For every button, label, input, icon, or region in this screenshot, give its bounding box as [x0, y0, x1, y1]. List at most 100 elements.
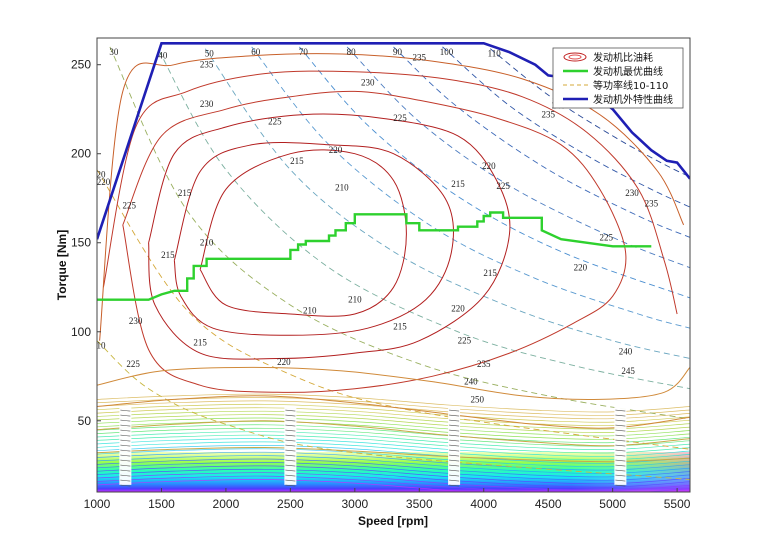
contour-label: 220 [97, 177, 111, 187]
contour-label-stacks [119, 406, 627, 487]
label-stack-glyph [615, 464, 626, 467]
contour-label: 220 [574, 263, 588, 273]
contour-label: 225 [268, 117, 282, 127]
dense-contour-line [97, 468, 690, 488]
label-stack-glyph [120, 409, 131, 412]
power-line-labels: 10 20 30 40 50 60 70 80 90 100 110 [97, 47, 502, 351]
power-line-label: 80 [347, 47, 357, 57]
label-stack-glyph [615, 474, 626, 477]
power-line-label: 20 [97, 170, 107, 180]
label-stack-glyph [120, 434, 131, 437]
dense-contour-line [97, 403, 690, 423]
label-stack-glyph [285, 464, 296, 467]
label-stack-glyph [120, 429, 131, 432]
label-stack-glyph [285, 409, 296, 412]
contour-label: 220 [482, 161, 496, 171]
contour-label: 225 [496, 181, 510, 191]
bsfc-contour [102, 70, 678, 315]
label-stack-glyph [285, 474, 296, 477]
x-tick-label: 5500 [664, 497, 691, 511]
y-tick-label: 200 [71, 147, 91, 161]
label-stack-glyph [120, 484, 131, 487]
x-axis-title: Speed [rpm] [358, 514, 428, 528]
label-stack-glyph [615, 429, 626, 432]
dense-contour-line [97, 414, 690, 433]
label-stack-glyph [449, 439, 460, 442]
contour-label: 215 [193, 337, 207, 347]
contour-label: 230 [625, 188, 639, 198]
dense-contour-line [97, 475, 690, 492]
y-tick-label: 250 [71, 58, 91, 72]
dense-contour-line [97, 434, 690, 454]
legend-item-bsfc: 发动机比油耗 [563, 51, 653, 64]
power-line-label: 30 [109, 47, 119, 57]
power-line [158, 50, 690, 390]
label-stack-glyph [449, 464, 460, 467]
label-stack-glyph [615, 484, 626, 487]
x-tick-label: 5000 [599, 497, 626, 511]
plot-frame [96, 37, 691, 493]
dense-contour-line [97, 458, 690, 478]
bsfc-contour [97, 366, 690, 401]
label-stack-glyph [285, 444, 296, 447]
bsfc-contour [97, 446, 690, 463]
label-stack-glyph [120, 469, 131, 472]
label-stack-glyph [449, 479, 460, 482]
contour-label: 230 [200, 99, 214, 109]
contour-label: 220 [451, 304, 465, 314]
contour-label: 235 [477, 359, 491, 369]
power-line [109, 46, 690, 420]
dense-contour-line [97, 445, 690, 464]
legend-label-wot: 发动机外特性曲线 [593, 93, 673, 106]
label-stack-glyph [449, 474, 460, 477]
label-stack-glyph [449, 409, 460, 412]
dense-contour-line [97, 407, 690, 427]
legend-contour-swatch [563, 52, 587, 62]
contour-label: 215 [451, 179, 465, 189]
bsfc-contours [97, 53, 690, 463]
contour-label: 215 [161, 250, 175, 260]
label-stack-glyph [285, 479, 296, 482]
legend-label-power: 等功率线10-110 [593, 79, 668, 92]
y-tick-label: 150 [71, 236, 91, 250]
dense-contour-line [97, 438, 690, 457]
dense-contour-line [97, 462, 690, 481]
dense-contour-line [97, 421, 690, 440]
power-line-label: 90 [393, 47, 403, 57]
label-stack-glyph [120, 424, 131, 427]
power-line [442, 46, 690, 208]
label-stack-glyph [615, 409, 626, 412]
label-stack-glyph [615, 469, 626, 472]
dense-contour-line [97, 451, 690, 471]
label-stack-glyph [285, 419, 296, 422]
label-stack-glyph [120, 444, 131, 447]
label-stack-glyph [120, 419, 131, 422]
contour-label: 235 [645, 199, 659, 209]
dense-contour-line [97, 479, 690, 492]
dense-contour-line [97, 465, 690, 485]
label-stack-glyph [120, 439, 131, 442]
wot-curve [97, 42, 690, 240]
label-stack-glyph [449, 434, 460, 437]
bsfc-contour [199, 149, 407, 317]
power-line [97, 169, 690, 450]
power-line-label: 100 [440, 47, 454, 57]
label-stack-glyph [285, 424, 296, 427]
x-tick-label: 4000 [470, 497, 497, 511]
contour-label: 230 [129, 316, 143, 326]
label-stack-glyph [285, 459, 296, 462]
label-stack-glyph [615, 479, 626, 482]
label-stack-glyph [120, 459, 131, 462]
contour-label: 225 [458, 336, 472, 346]
dense-contour-line [97, 393, 690, 413]
y-axis-title: Torque [Nm] [55, 230, 69, 300]
label-stack-glyph [120, 474, 131, 477]
legend-label-optimal: 发动机最优曲线 [593, 65, 663, 78]
label-stack-glyph [120, 449, 131, 452]
label-stack-glyph [285, 434, 296, 437]
legend-contour-swatch-inner [568, 54, 582, 60]
contour-label: 210 [200, 238, 214, 248]
legend: 发动机比油耗 发动机最优曲线 等功率线10-110 发动机外特性曲线 [552, 47, 684, 109]
label-stack-glyph [449, 444, 460, 447]
